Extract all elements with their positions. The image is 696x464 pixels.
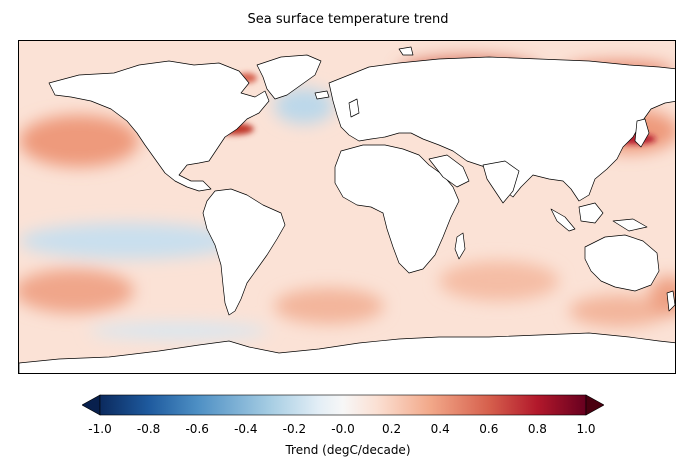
south-america xyxy=(202,188,286,316)
colorbar-tick-label: -0.0 xyxy=(331,422,355,436)
colorbar-label: Trend (degC/decade) xyxy=(285,443,411,457)
colorbar-tick-label: -0.4 xyxy=(234,422,258,436)
antarctica xyxy=(19,332,675,373)
cool-southern-ocean xyxy=(89,323,269,339)
uk xyxy=(348,98,360,118)
colorbar-tick-label: -0.6 xyxy=(185,422,209,436)
colorbar-gradient xyxy=(99,394,587,416)
africa xyxy=(334,144,460,274)
warm-south-indian xyxy=(569,295,669,327)
eurasia xyxy=(328,56,675,202)
arabian-peninsula xyxy=(428,154,470,188)
colorbar-tick-label: -1.0 xyxy=(88,422,112,436)
colorbar-tick-label: 0.4 xyxy=(430,422,450,436)
colorbar-tick-label: 0.8 xyxy=(527,422,547,436)
land-masses xyxy=(19,46,675,373)
colorbar-extend-low xyxy=(82,394,101,416)
colorbar-tick-label: 0.6 xyxy=(479,422,499,436)
sst-trend-map xyxy=(18,40,676,374)
colorbar-tick-label: -0.8 xyxy=(136,422,161,436)
cool-east-pacific xyxy=(19,223,239,259)
new-guinea xyxy=(612,218,648,232)
map-title: Sea surface temperature trend xyxy=(247,12,449,27)
colorbar xyxy=(82,394,604,416)
japan xyxy=(634,118,650,148)
borneo xyxy=(578,202,604,224)
australia xyxy=(584,234,660,292)
warm-indian-ocean xyxy=(439,261,559,301)
warm-south-pacific xyxy=(19,269,134,313)
warm-north-pacific xyxy=(19,115,139,167)
warm-south-atlantic xyxy=(274,288,384,324)
north-america xyxy=(48,60,270,192)
madagascar xyxy=(454,232,466,260)
map-canvas xyxy=(19,41,675,373)
new-zealand xyxy=(666,290,675,312)
colorbar-tick-label: 0.2 xyxy=(382,422,402,436)
india xyxy=(482,160,520,204)
sumatra xyxy=(550,208,576,232)
iceland xyxy=(314,90,330,100)
svalbard xyxy=(398,46,414,56)
greenland xyxy=(256,54,322,100)
colorbar-tick-label: -0.2 xyxy=(282,422,307,436)
colorbar-tick-label: 1.0 xyxy=(576,422,596,436)
colorbar-extend-high xyxy=(585,394,604,416)
